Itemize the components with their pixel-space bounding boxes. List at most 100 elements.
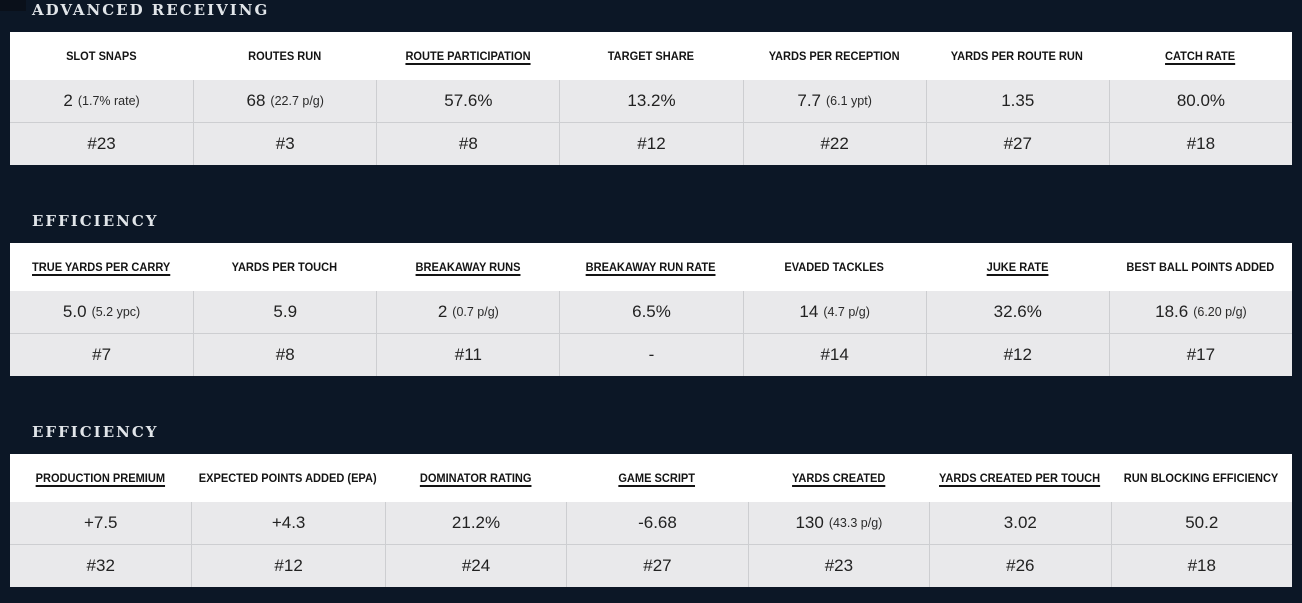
column-header-label: JUKE RATE [986,260,1049,274]
stats-table: SLOT SNAPS ROUTES RUN ROUTE PARTICIPATION T… [10,32,1292,165]
stat-rank-cell-best-ball-points-added: #17 [1108,334,1292,376]
stat-rank: #22 [820,134,849,153]
stat-value: 80.0% [1176,91,1226,110]
stats-section: EFFICIENCY PRODUCTION PREMIUM EXPECTED PO… [10,422,1292,587]
stat-value-note: (0.7 p/g) [452,305,499,319]
top-left-dark-patch [0,0,26,11]
stat-value: 14 [799,302,819,321]
stat-value: +7.5 [83,513,118,532]
column-header-label: RUN BLOCKING EFFICIENCY [1123,471,1279,485]
column-header-game-script[interactable]: GAME SCRIPT [566,454,748,502]
column-header-label: GAME SCRIPT [618,471,696,485]
stat-rank-cell-expected-points-added-epa: #12 [191,545,385,587]
stat-value-note: (1.7% rate) [77,94,140,108]
stat-rank-cell-slot-snaps: #23 [10,123,194,165]
column-header-label: ROUTES RUN [248,49,322,63]
stat-value-cell-evaded-tackles: 14 (4.7 p/g) [742,291,926,334]
stat-rank-cell-run-blocking-efficiency: #18 [1110,545,1292,587]
column-header-juke-rate[interactable]: JUKE RATE [925,243,1109,291]
stat-value-cell-production-premium: +7.5 [10,502,192,545]
column-header-breakaway-run-rate[interactable]: BREAKAWAY RUN RATE [559,243,743,291]
column-header-label: EVADED TACKLES [784,260,884,274]
column-header-slot-snaps: SLOT SNAPS [10,32,194,80]
stat-rank: #12 [1003,345,1032,364]
stat-value-note: (22.7 p/g) [270,94,324,108]
stat-value-cell-breakaway-runs: 2 (0.7 p/g) [376,291,560,334]
stat-value-cell-yards-created: 130 (43.3 p/g) [747,502,930,545]
stat-rank-cell-yards-per-route-run: #27 [925,123,1109,165]
stat-rank: #18 [1187,556,1216,575]
stat-value-cell-juke-rate: 32.6% [925,291,1109,334]
column-header-expected-points-added-epa: EXPECTED POINTS ADDED (EPA) [191,454,385,502]
stat-rank-cell-routes-run: #3 [193,123,377,165]
column-header-dominator-rating[interactable]: DOMINATOR RATING [384,454,567,502]
column-header-yards-created[interactable]: YARDS CREATED [747,454,930,502]
column-header-route-participation[interactable]: ROUTE PARTICIPATION [376,32,560,80]
stat-value: 1.35 [1001,91,1035,110]
column-header-label: BREAKAWAY RUN RATE [586,260,716,274]
column-header-production-premium[interactable]: PRODUCTION PREMIUM [10,454,192,502]
stat-value-cell-target-share: 13.2% [559,80,743,123]
column-header-routes-run: ROUTES RUN [193,32,377,80]
stat-rank-cell-yards-per-touch: #8 [193,334,377,376]
stat-rank: #18 [1186,134,1216,153]
stat-rank: #23 [87,134,116,153]
stat-value: 6.5% [632,302,671,321]
column-header-catch-rate[interactable]: CATCH RATE [1108,32,1292,80]
stat-value: 3.02 [1003,513,1037,532]
column-header-yards-per-touch: YARDS PER TOUCH [193,243,377,291]
stat-rank: #8 [275,345,295,364]
stat-value: 57.6% [444,91,493,110]
stat-value-cell-best-ball-points-added: 18.6 (6.20 p/g) [1108,291,1292,334]
stat-value-cell-true-yards-per-carry: 5.0 (5.2 ypc) [10,291,194,334]
stat-value-note: (4.7 p/g) [823,305,870,319]
stat-rank: #32 [86,556,115,575]
section-title: EFFICIENCY [32,423,159,441]
stat-value-note: (6.20 p/g) [1193,305,1247,319]
column-header-label: EXPECTED POINTS ADDED (EPA) [199,471,378,485]
stat-rank-cell-evaded-tackles: #14 [742,334,926,376]
stat-value-cell-dominator-rating: 21.2% [384,502,567,545]
stat-rank-cell-true-yards-per-carry: #7 [10,334,194,376]
stat-value-note: (5.2 ypc) [91,305,141,319]
stat-value-note: (43.3 p/g) [828,516,883,530]
stat-value-cell-catch-rate: 80.0% [1108,80,1292,123]
stat-value: 18.6 [1155,302,1189,321]
stat-value-cell-run-blocking-efficiency: 50.2 [1110,502,1292,545]
stat-rank: #27 [1003,134,1032,153]
column-header-label: DOMINATOR RATING [419,471,532,485]
column-header-target-share: TARGET SHARE [559,32,743,80]
stat-rank-cell-breakaway-run-rate: - [559,334,743,376]
stat-rank: #11 [454,345,482,364]
column-header-label: BREAKAWAY RUNS [415,260,521,274]
column-header-yards-created-per-touch[interactable]: YARDS CREATED PER TOUCH [929,454,1111,502]
stat-rank: #23 [824,556,854,575]
column-header-breakaway-runs[interactable]: BREAKAWAY RUNS [376,243,560,291]
stat-value: 32.6% [993,302,1042,321]
column-header-label: PRODUCTION PREMIUM [36,471,166,485]
stat-value: 68 [246,91,266,110]
column-header-true-yards-per-carry[interactable]: TRUE YARDS PER CARRY [10,243,194,291]
stat-rank-cell-production-premium: #32 [10,545,192,587]
stat-rank-cell-route-participation: #8 [376,123,560,165]
stats-section: EFFICIENCY TRUE YARDS PER CARRY YARDS PER… [10,211,1292,376]
stat-rank-cell-dominator-rating: #24 [384,545,567,587]
stat-rank: #14 [820,345,849,364]
column-header-label: YARDS CREATED [791,471,886,485]
stat-rank-cell-yards-created-per-touch: #26 [929,545,1111,587]
column-header-evaded-tackles: EVADED TACKLES [742,243,926,291]
stat-rank: #26 [1006,556,1035,575]
stat-rank: #12 [274,556,303,575]
stat-value: 2 [63,91,73,110]
stat-rank-cell-target-share: #12 [559,123,743,165]
stat-value-cell-route-participation: 57.6% [376,80,560,123]
stat-value-cell-breakaway-run-rate: 6.5% [559,291,743,334]
stat-rank: #27 [643,556,672,575]
stats-sections-container: ADVANCED RECEIVING SLOT SNAPS ROUTES RUN R… [10,0,1292,587]
stat-rank: #8 [458,134,478,153]
stat-rank: #7 [92,345,112,364]
stat-value: 130 [795,513,824,532]
column-header-best-ball-points-added: BEST BALL POINTS ADDED [1108,243,1292,291]
section-title: EFFICIENCY [32,212,159,230]
